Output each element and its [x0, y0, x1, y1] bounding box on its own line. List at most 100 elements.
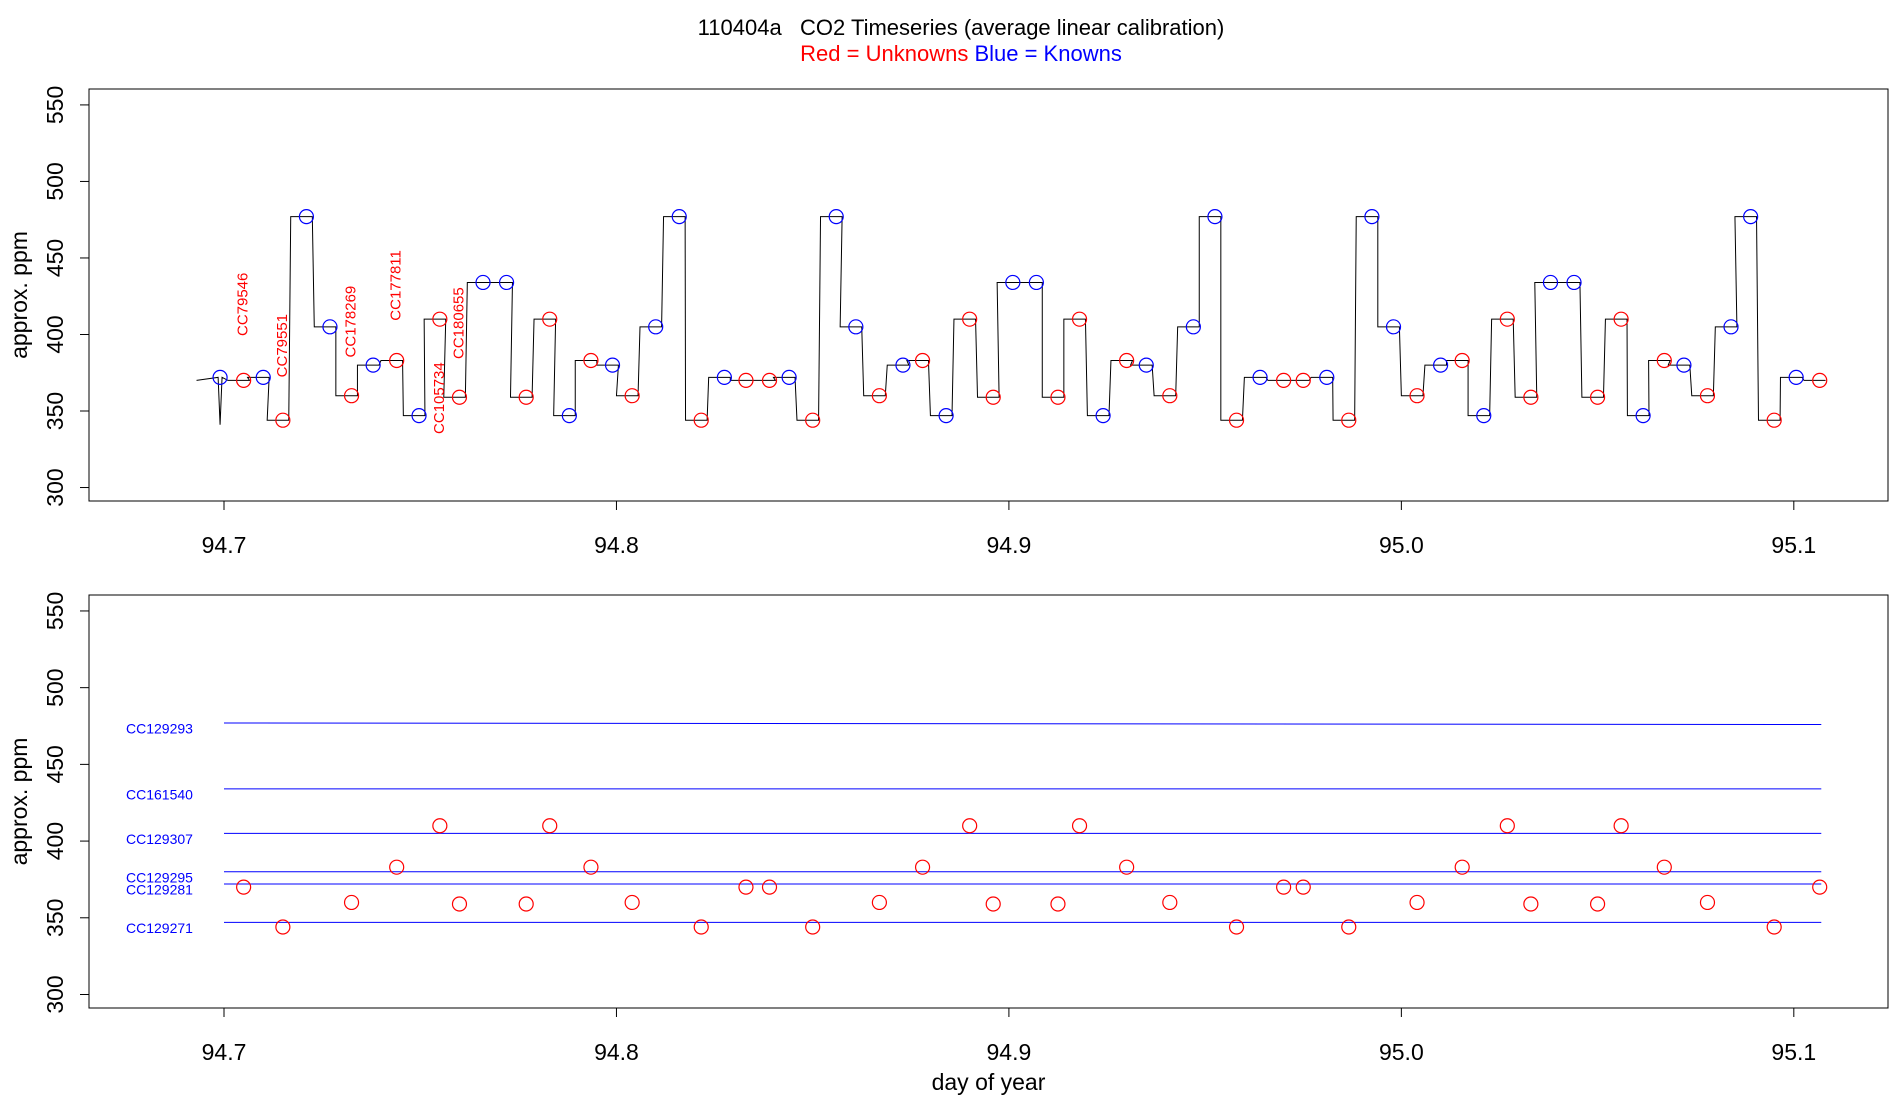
point: [236, 372, 252, 388]
point: [322, 319, 338, 335]
point: [389, 859, 405, 875]
point: [1295, 879, 1311, 895]
point: [914, 352, 931, 369]
point: [1341, 919, 1357, 935]
point: [432, 818, 448, 834]
y-tick-label: 500: [42, 162, 68, 200]
y-tick-label: 400: [42, 822, 68, 860]
x-tick-label: 95.1: [1771, 1039, 1816, 1065]
point: [451, 896, 468, 912]
y-tick-label: 450: [42, 239, 68, 277]
point: [1723, 319, 1739, 335]
point: [1409, 894, 1425, 911]
point: [1542, 274, 1559, 291]
point: [542, 818, 558, 834]
point: [1071, 311, 1088, 327]
point: [1050, 389, 1066, 405]
plot-frame: [88, 594, 1889, 1009]
x-tick-label: 95.0: [1379, 532, 1424, 558]
x-axis-label: day of year: [932, 1069, 1046, 1095]
series-label: CC161540: [126, 787, 193, 803]
point: [761, 372, 778, 388]
trace-line: [196, 216, 1826, 425]
point: [1095, 408, 1111, 424]
y-tick-label: 550: [42, 592, 68, 630]
point: [781, 369, 797, 385]
point: [432, 311, 448, 327]
point: [1766, 919, 1782, 935]
point: [212, 369, 228, 385]
point: [298, 209, 315, 225]
point: [648, 319, 664, 335]
series-label: CC129307: [126, 831, 193, 847]
y-tick-label: 500: [42, 668, 68, 706]
point: [1699, 894, 1716, 911]
point: [693, 412, 709, 428]
point: [518, 389, 534, 405]
point: [583, 352, 599, 369]
point: [343, 388, 360, 404]
point: [938, 408, 954, 424]
y-axis-label: approx. ppm: [6, 231, 32, 359]
point: [805, 919, 821, 935]
x-tick-label: 95.1: [1771, 532, 1816, 558]
point: [624, 388, 640, 404]
point: [1499, 311, 1515, 327]
point: [1589, 896, 1606, 912]
point: [255, 369, 271, 385]
x-tick-label: 94.8: [594, 532, 639, 558]
point: [985, 896, 1001, 912]
y-tick-label: 350: [42, 392, 68, 430]
series-label: CC129295: [126, 869, 193, 885]
y-tick-label: 300: [42, 468, 68, 506]
x-tick-label: 94.8: [594, 1039, 639, 1065]
point: [1162, 388, 1178, 404]
point: [561, 408, 577, 424]
point: [805, 412, 821, 428]
point: [583, 859, 599, 875]
point: [1276, 372, 1292, 388]
point: [518, 896, 534, 912]
legend-entry: Red = Unknowns: [800, 41, 968, 66]
point: [1676, 357, 1692, 373]
point: [671, 209, 687, 225]
annotation: CC79551: [274, 314, 291, 377]
point: [1319, 369, 1335, 385]
point: [1228, 412, 1245, 428]
point: [1613, 818, 1629, 834]
point: [1119, 859, 1135, 875]
chart-title: 110404a CO2 Timeseries (average linear c…: [698, 15, 1225, 40]
point: [1743, 209, 1759, 225]
point: [1276, 879, 1292, 895]
legend-entry: Blue = Knowns: [974, 41, 1121, 66]
point: [914, 859, 931, 875]
point: [1005, 274, 1021, 291]
point: [1476, 408, 1492, 424]
point: [1523, 389, 1539, 405]
point: [1364, 209, 1380, 225]
point: [236, 879, 252, 895]
point: [451, 389, 468, 405]
point: [1812, 879, 1828, 895]
point: [1454, 352, 1470, 369]
x-tick-label: 95.0: [1379, 1039, 1424, 1065]
annotation: CC105734: [431, 362, 448, 434]
point: [1656, 859, 1672, 875]
point: [1589, 389, 1606, 405]
y-tick-label: 550: [42, 86, 68, 124]
point: [389, 352, 405, 369]
plot-frame: [88, 88, 1889, 502]
point: [1295, 372, 1311, 388]
legend: Red = Unknowns Blue = Knowns: [800, 41, 1122, 66]
point: [1028, 274, 1044, 291]
point: [738, 879, 754, 895]
y-tick-label: 400: [42, 315, 68, 353]
point: [1812, 372, 1828, 388]
point: [871, 894, 887, 911]
point: [1228, 919, 1245, 935]
point: [985, 389, 1001, 405]
y-tick-label: 300: [42, 975, 68, 1013]
point: [1341, 412, 1357, 428]
